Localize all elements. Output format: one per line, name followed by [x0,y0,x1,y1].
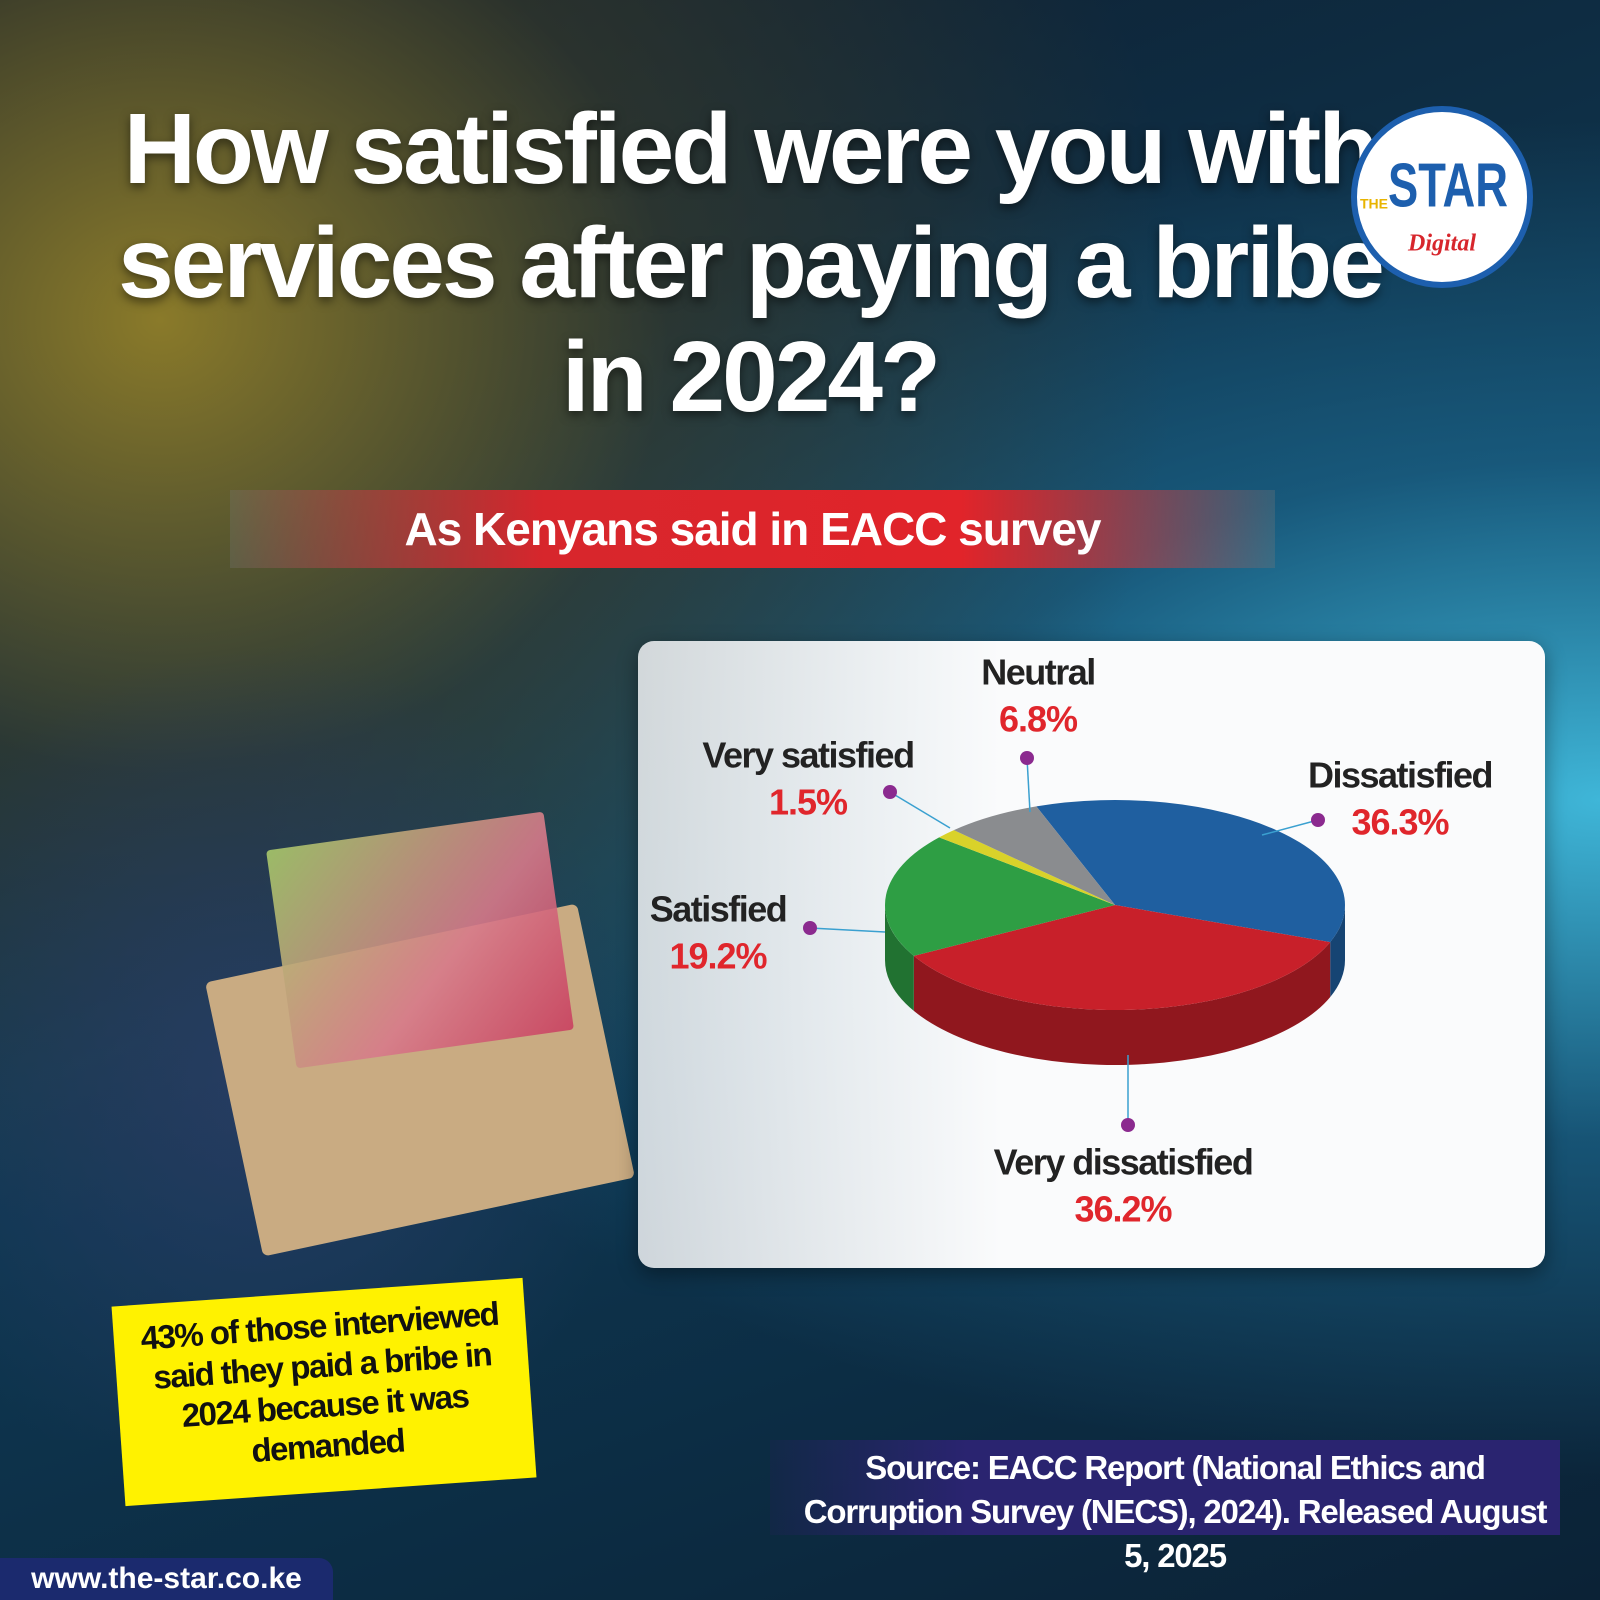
leader-dot [1311,813,1325,827]
chart-subtitle: As Kenyans said in EACC survey [404,503,1101,555]
leader-dot [883,785,897,799]
pie-slice-side [1330,905,1345,998]
url: www.the-star.co.ke [0,1558,333,1600]
logo-star: STAR [1388,151,1508,220]
note: 43% of those interviewed said they paid … [111,1277,537,1507]
source-band [770,1440,1560,1535]
leader-line [1261,819,1319,836]
logo [1351,106,1533,288]
category-label: Very satisfied [702,735,913,776]
pie-slice [1036,800,1346,943]
logo-the: THE [1360,196,1388,212]
value-label: 36.3% [1351,802,1449,843]
pie-slice [885,837,1115,956]
pie: Dissatisfied 36.3% Very dissatisfied 36.2% S… [650,652,1494,1230]
source: Source: EACC Report (National Ethics and… [803,1449,1548,1574]
leader-line [809,927,886,933]
value-label: 6.8% [999,699,1078,740]
category-label: Very dissatisfied [994,1142,1253,1183]
leader-dot [1121,1118,1135,1132]
pie-slice [913,905,1331,1010]
pie-slice [939,830,1115,905]
category-label: Neutral [981,652,1095,693]
value-label: 19.2% [669,936,767,977]
logo-digital: Digital [1407,231,1476,257]
category-label: Satisfied [650,889,787,930]
leader-line [889,791,951,829]
value-label: 36.2% [1074,1189,1172,1230]
chart-title: How satisfied were you with services aft… [118,93,1385,433]
pie-slice-side [885,905,914,1011]
category-label: Dissatisfied [1308,755,1492,796]
pie-slice-side [913,942,1331,1065]
leader-dot [1020,751,1034,765]
leader-dot [803,921,817,935]
value-label: 1.5% [769,782,848,823]
leader-line [1026,757,1031,813]
subtitle-band [230,490,1275,568]
pie-slice [953,806,1115,905]
